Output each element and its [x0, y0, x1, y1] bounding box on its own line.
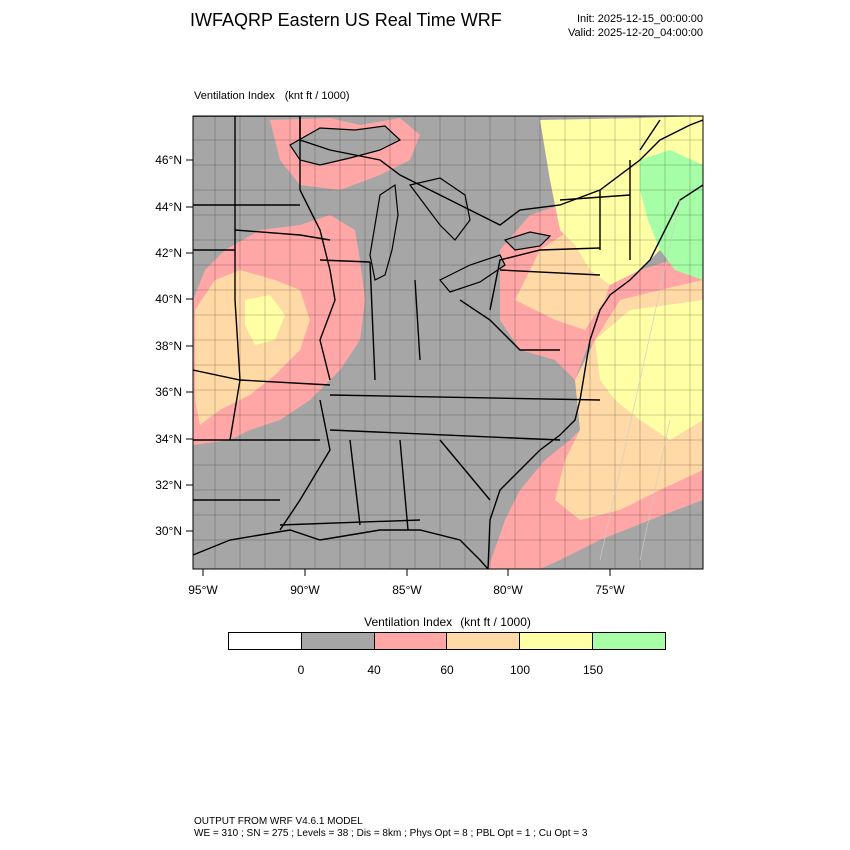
colorbar — [228, 632, 666, 650]
footer-line-model: OUTPUT FROM WRF V4.6.1 MODEL — [194, 816, 363, 827]
midwest-peach-region — [195, 270, 310, 425]
colorbar-segment — [520, 633, 594, 649]
lon-ticks — [202, 569, 611, 576]
colorbar-title: Ventilation Index (knt ft / 1000) — [229, 615, 666, 629]
colorbar-segment — [447, 633, 521, 649]
lake-michigan — [369, 183, 399, 281]
colorbar-segment — [374, 633, 448, 649]
lat-label: 42°N — [155, 246, 182, 260]
init-time: Init: 2025-12-15_00:00:00 — [577, 13, 703, 25]
lat-label: 40°N — [155, 292, 182, 306]
lon-label: 75°W — [595, 583, 625, 597]
colorbar-field-unit: (knt ft / 1000) — [460, 615, 531, 629]
lake-ontario — [503, 231, 552, 251]
colorbar-tick-label: 0 — [297, 663, 305, 677]
atlantic-coastline — [487, 184, 703, 569]
graticule — [599, 199, 681, 561]
lon-label: 90°W — [290, 583, 320, 597]
state-boundaries — [193, 116, 661, 531]
lon-label: 85°W — [392, 583, 422, 597]
map-field-unit: (knt ft / 1000) — [284, 90, 350, 102]
ocean-yellow-region — [595, 300, 703, 440]
colorbar-segment — [593, 633, 665, 649]
map-field-name: Ventilation Index — [194, 90, 275, 102]
lat-label: 46°N — [155, 153, 182, 167]
colorbar-field-name: Ventilation Index — [364, 615, 453, 629]
map-field-label: Ventilation Index (knt ft / 1000) — [194, 90, 350, 102]
colorbar-tick-label: 60 — [440, 663, 454, 677]
lat-label: 34°N — [155, 432, 182, 446]
colorbar-segment — [301, 633, 375, 649]
ventilation-index-map: 46°N 44°N 42°N 40°N 38°N 36°N 34°N 32°N … — [155, 115, 704, 597]
model-info-footer: OUTPUT FROM WRF V4.6.1 MODEL WE = 310 ; … — [194, 816, 587, 840]
footer-line-params: WE = 310 ; SN = 275 ; Levels = 38 ; Dis … — [194, 828, 588, 839]
canada-border — [193, 116, 703, 226]
lat-label: 44°N — [155, 200, 182, 214]
lat-label: 32°N — [155, 478, 182, 492]
colorbar-tick-label: 40 — [367, 663, 381, 677]
gulf-coastline — [193, 529, 489, 569]
colorbar-tick-label: 150 — [582, 663, 604, 677]
colorbar-segment — [229, 633, 302, 649]
lon-label: 95°W — [188, 583, 218, 597]
lon-label: 80°W — [493, 583, 523, 597]
plot-title: IWFAQRP Eastern US Real Time WRF — [190, 10, 502, 30]
lat-label: 36°N — [155, 385, 182, 399]
map-frame — [192, 115, 704, 570]
colorbar-tick-label: 100 — [509, 663, 531, 677]
lat-label: 38°N — [155, 339, 182, 353]
valid-time: Valid: 2025-12-20_04:00:00 — [568, 27, 703, 39]
lat-ticks — [186, 159, 193, 532]
lat-label: 30°N — [155, 524, 182, 538]
